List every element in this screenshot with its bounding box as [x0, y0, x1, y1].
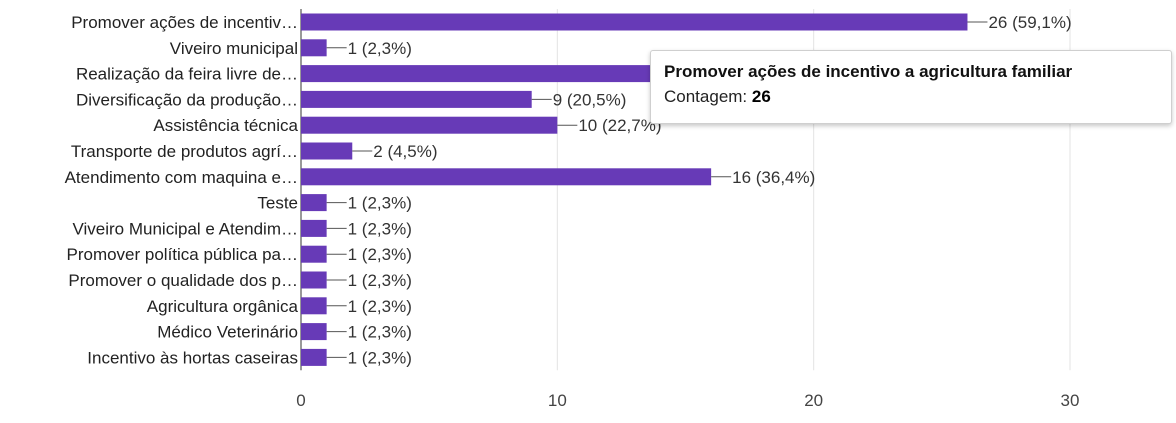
category-label: Promover política pública pa…	[66, 245, 298, 264]
bar[interactable]	[301, 271, 327, 289]
data-label: 26 (59,1%)	[988, 13, 1071, 32]
tooltip-title: Promover ações de incentivo a agricultur…	[664, 62, 1073, 81]
data-label: 1 (2,3%)	[348, 297, 412, 316]
category-label: Realização da feira livre de…	[76, 65, 298, 84]
bar[interactable]	[301, 168, 712, 186]
bar[interactable]	[301, 194, 327, 212]
bar-tooltip: Promover ações de incentivo a agricultur…	[650, 50, 1172, 124]
bar[interactable]	[301, 116, 558, 134]
x-axis-ticks: 0 10 20 30	[296, 391, 1079, 410]
x-tick-label: 10	[548, 391, 567, 410]
bar[interactable]	[301, 13, 968, 31]
category-label: Promover o qualidade dos p…	[68, 271, 298, 290]
category-label: Agricultura orgânica	[147, 297, 299, 316]
data-label: 10 (22,7%)	[578, 116, 661, 135]
category-label: Teste	[257, 194, 298, 213]
data-label: 9 (20,5%)	[553, 90, 627, 109]
category-label: Médico Veterinário	[157, 323, 298, 342]
data-label: 1 (2,3%)	[348, 39, 412, 58]
data-label: 1 (2,3%)	[348, 271, 412, 290]
bar[interactable]	[301, 323, 327, 341]
bar[interactable]	[301, 245, 327, 263]
category-label: Atendimento com maquina e…	[65, 168, 298, 187]
bars-group	[301, 13, 968, 366]
data-label: 1 (2,3%)	[348, 219, 412, 238]
data-labels: 26 (59,1%) 1 (2,3%) 9 (20,5%) 10 (22,7%) 2 (…	[326, 13, 1072, 367]
bar[interactable]	[301, 142, 353, 160]
bar[interactable]	[301, 90, 532, 108]
data-label: 1 (2,3%)	[348, 323, 412, 342]
data-label: 2 (4,5%)	[373, 142, 437, 161]
category-label: Transporte de produtos agrí…	[71, 142, 298, 161]
category-labels: Promover ações de incentiv… Viveiro munic…	[65, 13, 299, 367]
tooltip-count-value: 26	[751, 87, 771, 106]
category-label: Viveiro municipal	[170, 39, 298, 58]
x-tick-label: 20	[804, 391, 823, 410]
x-tick-label: 0	[296, 391, 305, 410]
category-label: Promover ações de incentiv…	[71, 13, 298, 32]
tooltip-count-row: Contagem: 26	[664, 86, 1158, 108]
category-label: Viveiro Municipal e Atendim…	[72, 219, 298, 238]
data-label: 1 (2,3%)	[348, 245, 412, 264]
category-label: Incentivo às hortas caseiras	[87, 348, 298, 367]
bar[interactable]	[301, 219, 327, 237]
x-tick-label: 30	[1061, 391, 1080, 410]
tooltip-count-label: Contagem:	[664, 87, 748, 106]
bar[interactable]	[301, 297, 327, 315]
category-label: Assistência técnica	[153, 116, 298, 135]
bar[interactable]	[301, 65, 660, 83]
data-label: 1 (2,3%)	[348, 194, 412, 213]
bar[interactable]	[301, 348, 327, 366]
data-label: 16 (36,4%)	[732, 168, 815, 187]
data-label: 1 (2,3%)	[348, 348, 412, 367]
category-label: Diversificação da produção…	[76, 90, 298, 109]
bar[interactable]	[301, 39, 327, 57]
